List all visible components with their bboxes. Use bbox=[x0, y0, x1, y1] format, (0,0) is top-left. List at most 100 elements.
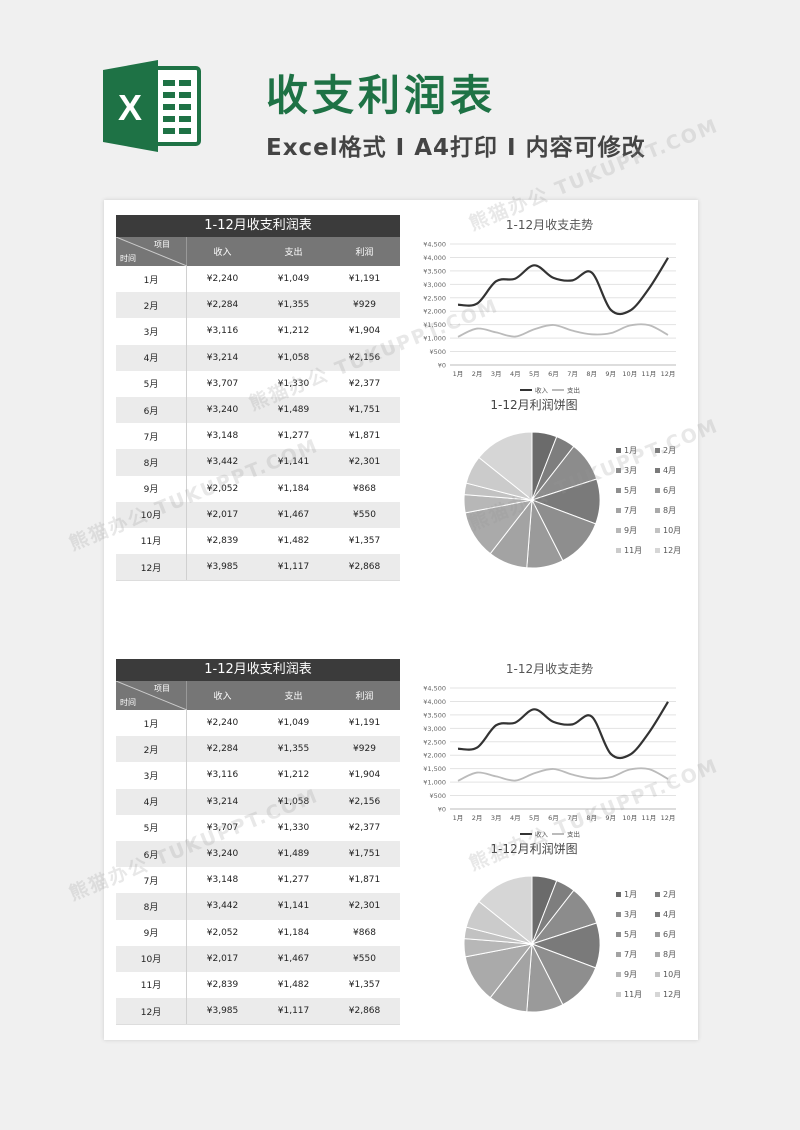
legend-label: 6月 bbox=[663, 929, 677, 939]
legend-item: 5月 bbox=[616, 480, 655, 500]
profit-cell: ¥1,751 bbox=[348, 405, 381, 416]
table-row: 8月 ¥3,442 ¥1,141 ¥2,301 bbox=[116, 449, 400, 476]
page-subtitle: Excel格式 I A4打印 I 内容可修改 bbox=[266, 135, 646, 161]
pie-legend: 1月 2月 3月 4月 5月 6月 7月 8月 9月 10月 11月 12月 bbox=[616, 440, 696, 560]
expense-cell: ¥1,467 bbox=[277, 509, 310, 520]
legend-item: 4月 bbox=[655, 904, 694, 924]
legend-label: 5月 bbox=[624, 929, 638, 939]
profit-cell: ¥1,904 bbox=[348, 326, 381, 337]
x-tick-label: 3月 bbox=[491, 814, 502, 822]
legend-item: 9月 bbox=[616, 964, 655, 984]
legend-item: 6月 bbox=[655, 924, 694, 944]
table-row: 4月 ¥3,214 ¥1,058 ¥2,156 bbox=[116, 344, 400, 371]
y-tick-label: ¥2,000 bbox=[423, 752, 446, 760]
pie-chart-svg bbox=[463, 431, 601, 569]
month-cell: 10月 bbox=[116, 945, 187, 972]
y-tick-label: ¥1,500 bbox=[423, 321, 446, 329]
legend-label: 11月 bbox=[624, 989, 643, 999]
report-block-1: 1-12月收支利润表 项目 时间 收入 支出 利润 1月 ¥2,240 ¥1,049… bbox=[104, 200, 698, 620]
income-cell: ¥3,214 bbox=[206, 796, 239, 807]
profit-pie-chart: 1-12月利润饼图 1月 2月 3月 4月 5月 6月 7月 8月 9月 10月 11月 12月 bbox=[444, 396, 694, 586]
legend-item: 7月 bbox=[616, 500, 655, 520]
legend-swatch bbox=[616, 507, 621, 513]
profit-pie-chart: 1-12月利润饼图 1月 2月 3月 4月 5月 6月 7月 8月 9月 10月 11月 12月 bbox=[444, 840, 694, 1030]
profit-cell: ¥2,156 bbox=[348, 352, 381, 363]
legend-label: 10月 bbox=[663, 969, 682, 979]
income-cell: ¥2,839 bbox=[206, 535, 239, 546]
y-tick-label: ¥1,500 bbox=[423, 765, 446, 773]
month-cell: 11月 bbox=[116, 527, 187, 555]
series-line-income bbox=[457, 701, 669, 760]
legend-swatch bbox=[616, 527, 621, 533]
legend-swatch bbox=[655, 547, 660, 553]
month-cell: 4月 bbox=[116, 344, 187, 371]
x-tick-label: 7月 bbox=[567, 814, 578, 822]
x-tick-label: 6月 bbox=[548, 370, 559, 378]
legend-swatch bbox=[655, 971, 660, 977]
expense-cell: ¥1,184 bbox=[277, 927, 310, 938]
legend-item: 7月 bbox=[616, 944, 655, 964]
table-row: 12月 ¥3,985 ¥1,117 ¥2,868 bbox=[116, 554, 400, 581]
income-cell: ¥3,442 bbox=[206, 901, 239, 912]
header-expense: 支出 bbox=[284, 248, 303, 258]
income-cell: ¥3,240 bbox=[206, 849, 239, 860]
x-tick-label: 9月 bbox=[605, 370, 616, 378]
month-cell: 6月 bbox=[116, 396, 187, 424]
header-profit: 利润 bbox=[355, 248, 374, 258]
profit-cell: ¥550 bbox=[353, 509, 376, 520]
page-title: 收支利润表 bbox=[266, 71, 497, 120]
income-cell: ¥3,240 bbox=[206, 405, 239, 416]
income-cell: ¥2,052 bbox=[206, 483, 239, 494]
legend-swatch bbox=[616, 971, 621, 977]
legend-label: 2月 bbox=[663, 445, 677, 455]
legend-swatch bbox=[616, 991, 621, 997]
month-cell: 7月 bbox=[116, 867, 187, 894]
table-row: 6月 ¥3,240 ¥1,489 ¥1,751 bbox=[116, 396, 400, 424]
table-row: 7月 ¥3,148 ¥1,277 ¥1,871 bbox=[116, 423, 400, 450]
y-tick-label: ¥0 bbox=[438, 806, 446, 814]
profit-cell: ¥1,904 bbox=[348, 770, 381, 781]
table-row: 10月 ¥2,017 ¥1,467 ¥550 bbox=[116, 945, 400, 972]
legend-item: 10月 bbox=[655, 520, 694, 540]
legend-label: 11月 bbox=[624, 545, 643, 555]
legend-item: 6月 bbox=[655, 480, 694, 500]
legend-label: 7月 bbox=[624, 949, 638, 959]
excel-logo-icon: X bbox=[103, 60, 203, 152]
income-cell: ¥3,985 bbox=[206, 1006, 239, 1017]
report-block-2: 1-12月收支利润表 项目 时间 收入 支出 利润 1月 ¥2,240 ¥1,049… bbox=[104, 644, 698, 1064]
income-cell: ¥3,707 bbox=[206, 822, 239, 833]
legend-swatch bbox=[616, 467, 621, 473]
expense-cell: ¥1,141 bbox=[277, 901, 310, 912]
legend-swatch bbox=[655, 507, 660, 513]
legend-item: 12月 bbox=[655, 984, 694, 1004]
table-row: 1月 ¥2,240 ¥1,049 ¥1,191 bbox=[116, 266, 400, 293]
legend-item: 8月 bbox=[655, 944, 694, 964]
month-cell: 12月 bbox=[116, 998, 187, 1025]
income-cell: ¥3,116 bbox=[206, 326, 239, 337]
profit-cell: ¥1,751 bbox=[348, 849, 381, 860]
legend-label: 支出 bbox=[567, 830, 580, 839]
legend-swatch bbox=[655, 487, 660, 493]
expense-cell: ¥1,277 bbox=[277, 875, 310, 886]
y-tick-label: ¥4,000 bbox=[423, 254, 446, 262]
line-chart-svg: ¥0 ¥500 ¥1,000 ¥1,500 ¥2,000 ¥2,500 ¥3,000 ¥3,5… bbox=[423, 241, 676, 395]
table-row: 12月 ¥3,985 ¥1,117 ¥2,868 bbox=[116, 998, 400, 1025]
table-header: 项目 时间 收入 支出 利润 bbox=[116, 681, 400, 710]
table-row: 6月 ¥3,240 ¥1,489 ¥1,751 bbox=[116, 840, 400, 868]
table-row: 2月 ¥2,284 ¥1,355 ¥929 bbox=[116, 736, 400, 763]
month-cell: 7月 bbox=[116, 423, 187, 450]
corner-top-label: 项目 bbox=[154, 240, 170, 249]
month-cell: 9月 bbox=[116, 475, 187, 502]
x-tick-label: 5月 bbox=[529, 814, 540, 822]
expense-cell: ¥1,277 bbox=[277, 431, 310, 442]
legend-label: 3月 bbox=[624, 909, 638, 919]
y-tick-label: ¥2,500 bbox=[423, 738, 446, 746]
expense-cell: ¥1,489 bbox=[277, 405, 310, 416]
y-tick-label: ¥3,500 bbox=[423, 267, 446, 275]
trend-line-chart: 1-12月收支走势 ¥0 ¥500 ¥1,000 ¥1,500 ¥2,000 ¥2,500… bbox=[412, 656, 687, 841]
legend-swatch bbox=[655, 911, 660, 917]
expense-cell: ¥1,184 bbox=[277, 483, 310, 494]
legend-item: 11月 bbox=[616, 984, 655, 1004]
legend-item: 2月 bbox=[655, 884, 694, 904]
x-tick-label: 11月 bbox=[642, 370, 657, 378]
